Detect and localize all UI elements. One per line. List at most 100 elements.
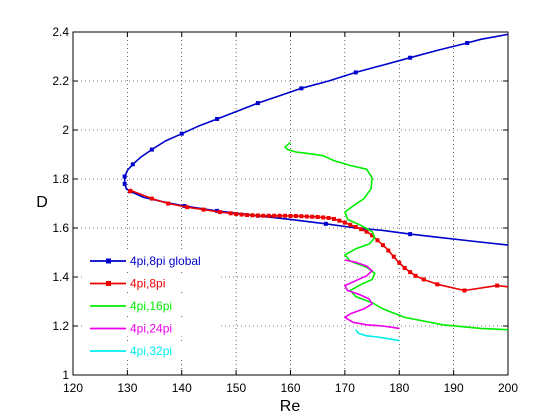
- data-point: [283, 213, 288, 218]
- data-point: [277, 213, 282, 218]
- data-point: [215, 116, 220, 121]
- data-point: [234, 212, 239, 217]
- data-point: [130, 162, 135, 167]
- data-point: [217, 210, 222, 215]
- legend-entry: 4pi,8pi global: [130, 254, 201, 268]
- data-point: [122, 174, 127, 179]
- data-point: [421, 277, 426, 282]
- y-tick-label: 2.4: [52, 25, 69, 39]
- data-point: [408, 270, 413, 275]
- data-point: [353, 70, 358, 75]
- data-point: [321, 215, 326, 220]
- data-point: [288, 213, 293, 218]
- x-tick-label: 190: [444, 381, 464, 395]
- data-point: [245, 213, 249, 218]
- data-point: [299, 86, 304, 91]
- data-point: [255, 101, 260, 106]
- data-point: [326, 215, 331, 220]
- y-tick-label: 1.4: [52, 270, 69, 284]
- legend-backdrop: [85, 296, 220, 314]
- legend-entry: 4pi,8pi: [130, 277, 165, 291]
- data-point: [435, 282, 440, 287]
- data-point: [408, 232, 413, 237]
- data-point: [255, 213, 260, 218]
- data-point: [166, 201, 171, 206]
- y-tick-label: 1.8: [52, 172, 69, 186]
- legend-marker: [106, 281, 111, 286]
- data-point: [149, 147, 154, 152]
- data-point: [364, 229, 369, 234]
- legend-backdrop: [85, 273, 220, 292]
- data-point: [239, 212, 244, 217]
- data-point: [310, 214, 315, 219]
- data-point: [215, 208, 220, 213]
- legend-backdrop: [85, 318, 220, 337]
- series-layer: [122, 33, 509, 342]
- data-point: [380, 243, 385, 248]
- data-point: [337, 218, 342, 223]
- data-point: [353, 225, 358, 230]
- plot-frame: [72, 31, 509, 376]
- data-point: [402, 265, 407, 270]
- legend-entry: 4pi,16pi: [130, 299, 172, 313]
- data-point: [465, 41, 470, 46]
- data-point: [408, 55, 413, 60]
- x-axis-label: Re: [280, 398, 301, 415]
- y-tick-label: 2.2: [52, 74, 69, 88]
- data-point: [149, 196, 154, 201]
- data-point: [342, 220, 347, 225]
- data-point: [397, 260, 402, 265]
- data-point: [304, 214, 309, 219]
- series-4: [344, 259, 400, 330]
- data-point: [179, 131, 184, 136]
- data-point: [272, 213, 277, 218]
- data-point: [323, 221, 328, 226]
- data-point: [261, 213, 266, 218]
- y-axis-label: D: [36, 194, 48, 211]
- data-point: [391, 254, 396, 259]
- x-tick-label: 140: [172, 381, 192, 395]
- data-point: [266, 213, 271, 218]
- legend: 4pi,8pi global 4pi,8pi 4pi,16pi 4pi,24pi 4pi…: [85, 251, 220, 359]
- x-tick-label: 150: [226, 381, 246, 395]
- data-point: [293, 213, 298, 218]
- x-tick-label: 130: [117, 381, 137, 395]
- x-tick-label: 180: [389, 381, 409, 395]
- data-point: [359, 227, 364, 232]
- data-point: [250, 213, 255, 218]
- data-point: [495, 283, 500, 288]
- x-tick-label: 160: [280, 381, 300, 395]
- data-point: [386, 248, 391, 253]
- data-point: [299, 214, 304, 219]
- legend-backdrop: [85, 341, 220, 359]
- series-line: [284, 141, 509, 331]
- data-point: [201, 207, 206, 212]
- data-point: [122, 181, 127, 186]
- data-point: [348, 222, 353, 227]
- data-point: [128, 189, 133, 194]
- data-point: [332, 216, 336, 221]
- x-tick-label: 120: [63, 381, 83, 395]
- y-tick-label: 1: [62, 368, 69, 382]
- series-3: [284, 141, 509, 331]
- series-5: [355, 329, 400, 342]
- series-2: [128, 188, 509, 293]
- series-line: [355, 329, 400, 342]
- data-point: [185, 205, 190, 210]
- data-point: [375, 238, 380, 243]
- legend-entry: 4pi,24pi: [130, 322, 172, 336]
- legend-entry: 4pi,32pi: [130, 344, 172, 358]
- axis-ticks: 120 130 140 150 160 170 180 190 200 1 1.2 1.4 1.6 1.8…: [52, 25, 518, 395]
- y-tick-label: 1.2: [52, 319, 69, 333]
- data-point: [413, 273, 418, 278]
- legend-backdrop: [85, 251, 220, 269]
- x-tick-label: 200: [498, 381, 518, 395]
- x-tick-label: 170: [335, 381, 355, 395]
- legend-marker: [106, 258, 111, 264]
- data-point: [370, 233, 375, 238]
- y-tick-label: 1.6: [52, 221, 69, 235]
- data-point: [228, 211, 233, 216]
- series-line: [344, 259, 400, 330]
- y-tick-label: 2: [62, 123, 69, 137]
